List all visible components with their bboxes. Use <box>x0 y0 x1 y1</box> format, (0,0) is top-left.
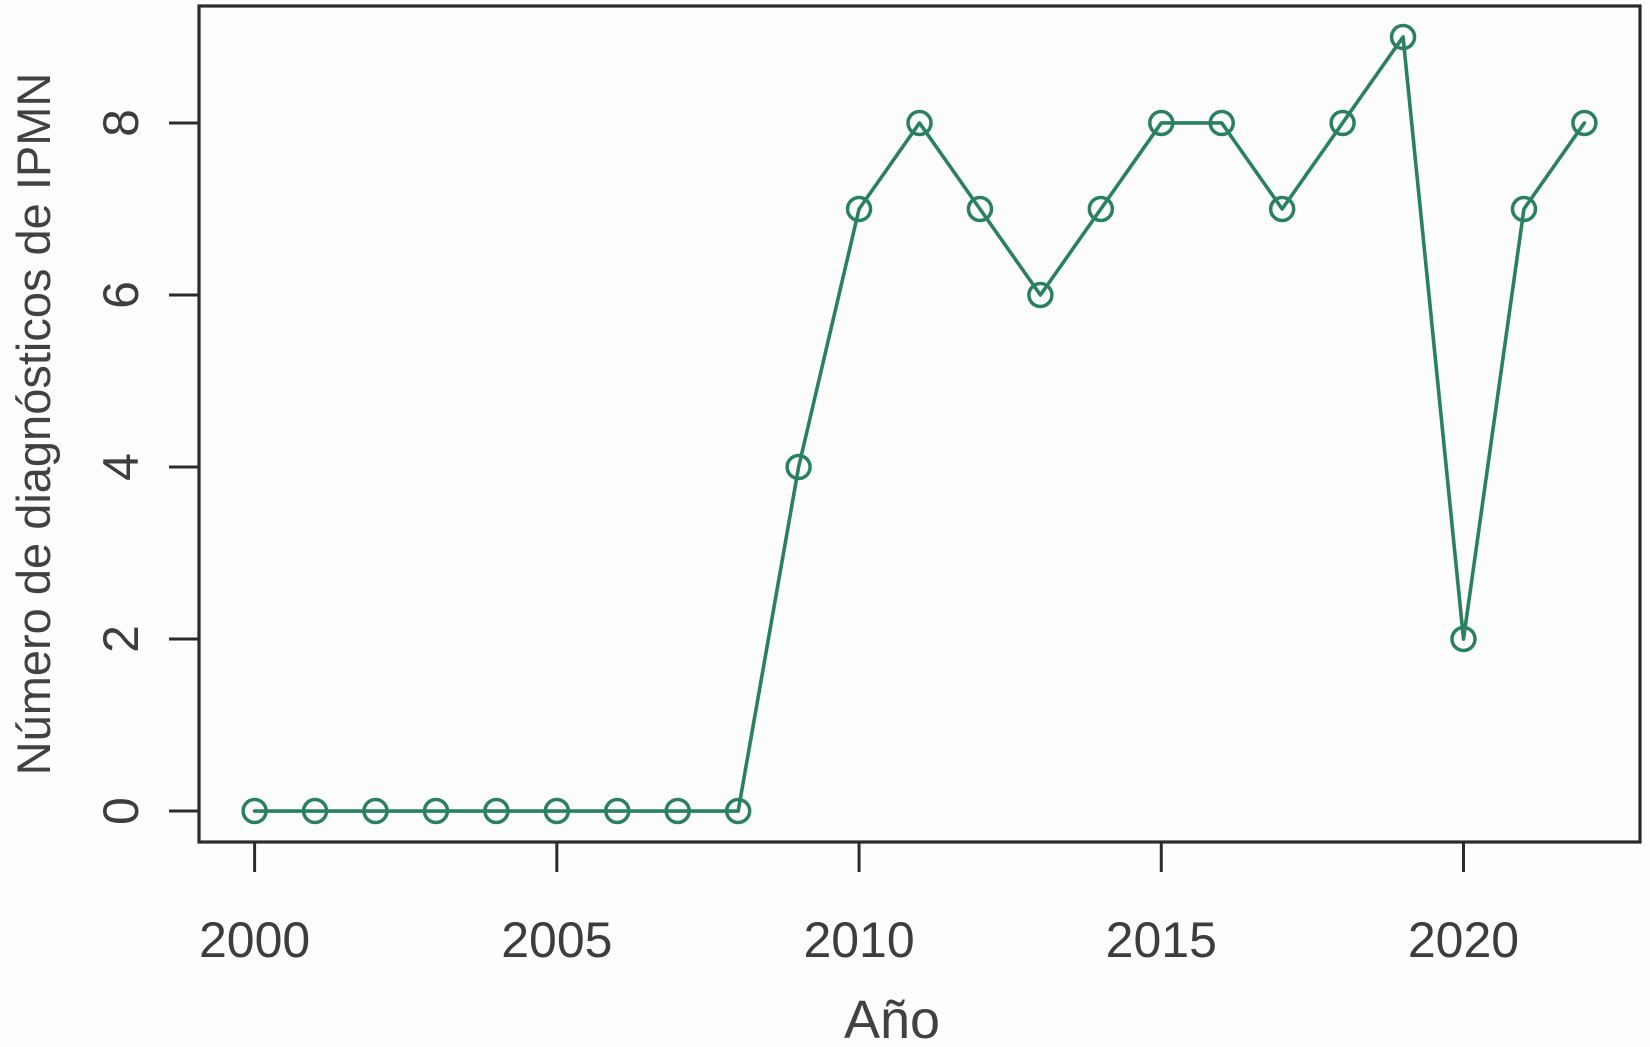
data-point <box>1027 281 1054 309</box>
data-point <box>1329 109 1356 137</box>
data-point <box>1268 195 1296 223</box>
data-point <box>1087 195 1115 223</box>
data-point <box>241 797 268 825</box>
data-line <box>252 35 1587 813</box>
data-point <box>1450 625 1477 653</box>
data-point <box>785 453 812 481</box>
data-point <box>362 797 389 825</box>
data-point <box>724 797 752 825</box>
data-point <box>845 195 873 223</box>
data-point <box>1571 109 1598 137</box>
y-tick-label: 6 <box>93 281 149 309</box>
data-point <box>301 797 329 825</box>
y-tick-label: 8 <box>93 109 149 137</box>
data-point <box>543 797 571 825</box>
y-axis-title: Número de diagnósticos de IPMN <box>7 73 60 776</box>
x-tick-label: 2005 <box>501 912 612 968</box>
x-tick-label: 2000 <box>199 912 310 968</box>
data-point <box>966 195 994 223</box>
x-tick-label: 2020 <box>1408 912 1519 968</box>
data-point <box>1510 195 1538 223</box>
x-tick-label: 2010 <box>803 912 914 968</box>
y-tick-label: 4 <box>93 453 149 481</box>
data-point <box>483 797 510 825</box>
x-axis-title: Año <box>844 990 940 1047</box>
plot-border <box>197 4 1642 844</box>
data-point <box>422 797 450 825</box>
y-tick-label: 2 <box>93 625 149 653</box>
data-point <box>1208 109 1235 137</box>
data-point <box>664 797 691 825</box>
y-tick-label: 0 <box>93 797 149 825</box>
data-point <box>906 109 933 137</box>
data-point <box>1389 23 1417 51</box>
data-point <box>1148 109 1175 137</box>
data-point <box>604 797 631 825</box>
x-tick-label: 2015 <box>1106 912 1217 968</box>
